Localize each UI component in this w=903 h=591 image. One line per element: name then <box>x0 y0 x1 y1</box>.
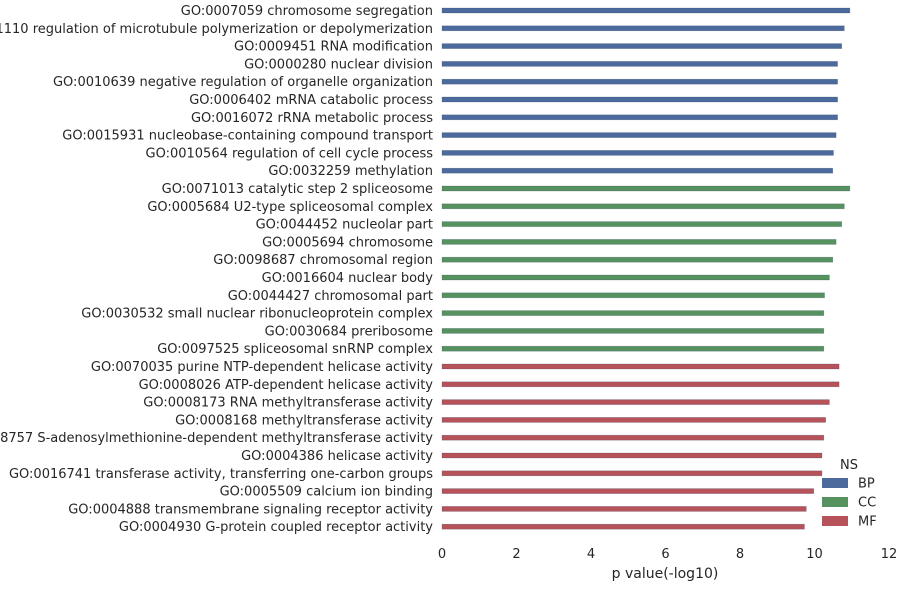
bar-mf-27 <box>441 488 815 494</box>
category-label: GO:0097525 spliceosomal snRNP complex <box>157 342 433 357</box>
bar-mf-20 <box>441 363 840 370</box>
bar-bp-9 <box>441 167 834 174</box>
bar-bp-2 <box>441 43 842 49</box>
category-label: GO:0030532 small nuclear ribonucleoprote… <box>81 307 433 322</box>
category-label: GO:0030684 preribosome <box>265 324 433 339</box>
bar-bp-6 <box>441 114 838 121</box>
x-tick-label: 6 <box>661 547 669 562</box>
category-label: GO:0071013 catalytic step 2 spliceosome <box>162 182 433 197</box>
bar-cc-13 <box>441 239 837 245</box>
bar-cc-19 <box>441 345 825 352</box>
bar-bp-1 <box>441 25 845 32</box>
bar-cc-18 <box>441 328 825 334</box>
bar-bp-3 <box>441 61 838 67</box>
bars-layer <box>441 7 851 530</box>
category-label: GO:0016604 nuclear body <box>262 271 434 286</box>
category-label: GO:0016741 transferase activity, transfe… <box>9 467 433 482</box>
category-label: GO:0005684 U2-type spliceosomal complex <box>147 200 433 215</box>
x-tick-label: 2 <box>512 547 520 562</box>
legend-label-bp: BP <box>858 477 875 492</box>
category-label: GO:0070035 purine NTP-dependent helicase… <box>91 360 433 375</box>
category-label: GO:0004888 transmembrane signaling recep… <box>68 502 433 517</box>
bar-mf-23 <box>441 417 826 423</box>
bar-cc-16 <box>441 292 825 299</box>
x-tick-label: 4 <box>587 547 595 562</box>
category-label: GO:0008026 ATP-dependent helicase activi… <box>139 378 434 393</box>
category-label: GO:0032259 methylation <box>268 164 433 179</box>
x-tick-label: 0 <box>438 547 446 562</box>
category-label: GO:0098687 chromosomal region <box>213 253 433 268</box>
category-label: GO:0015931 nucleobase-containing compoun… <box>62 129 433 144</box>
x-tick-label: 8 <box>736 547 744 562</box>
bar-cc-12 <box>441 221 842 227</box>
bar-mf-28 <box>441 506 807 512</box>
legend-swatch-cc <box>822 497 848 507</box>
category-label: GO:0016072 rRNA metabolic process <box>191 111 433 126</box>
legend-swatch-bp <box>822 478 848 488</box>
bar-mf-21 <box>441 381 840 388</box>
category-label: GO:0005694 chromosome <box>262 235 433 250</box>
bar-bp-4 <box>441 78 838 85</box>
bar-bp-8 <box>441 150 834 156</box>
category-label: GO:0006402 mRNA catabolic process <box>189 93 433 108</box>
x-tick-label: 10 <box>806 547 823 562</box>
bar-bp-5 <box>441 96 838 103</box>
legend-title: NS <box>840 458 858 473</box>
x-axis: 0 2 4 6 8 10 12 <box>438 547 897 562</box>
bar-mf-22 <box>441 399 830 405</box>
legend-label-mf: MF <box>858 515 877 530</box>
bar-cc-11 <box>441 203 845 210</box>
category-label: GO:0008757 S-adenosylmethionine-dependen… <box>0 431 433 446</box>
bar-cc-14 <box>441 256 834 263</box>
bar-mf-26 <box>441 470 823 477</box>
legend-swatch-mf <box>822 516 848 526</box>
category-label: GO:0010564 regulation of cell cycle proc… <box>146 146 434 161</box>
category-label: GO:0005509 calcium ion binding <box>220 485 433 500</box>
category-label: GO:0010639 negative regulation of organe… <box>53 75 433 90</box>
category-label: GO:0000280 nuclear division <box>244 57 433 72</box>
category-labels: GO:0007059 chromosome segregation GO:0031… <box>0 4 433 535</box>
category-label: GO:0007059 chromosome segregation <box>181 4 433 19</box>
bar-cc-15 <box>441 274 830 281</box>
category-label: GO:0031110 regulation of microtubule pol… <box>0 22 433 37</box>
category-label: GO:0004386 helicase activity <box>241 449 433 464</box>
bar-cc-10 <box>441 185 851 192</box>
category-label: GO:0008168 methyltransferase activity <box>175 413 433 428</box>
category-label: GO:0008173 RNA methyltransferase activit… <box>143 396 433 411</box>
x-tick-label: 12 <box>881 547 898 562</box>
bar-mf-29 <box>441 523 805 530</box>
category-label: GO:0044427 chromosomal part <box>228 289 433 304</box>
bar-bp-0 <box>441 7 851 14</box>
category-label: GO:0009451 RNA modification <box>234 40 433 55</box>
legend: NS BP CC MF <box>822 458 877 530</box>
bar-bp-7 <box>441 132 837 138</box>
bar-mf-25 <box>441 452 823 459</box>
x-axis-label: p value(-log10) <box>612 566 719 582</box>
category-label: GO:0004930 G-protein coupled receptor ac… <box>119 520 433 535</box>
legend-label-cc: CC <box>858 496 876 511</box>
bar-mf-24 <box>441 434 825 441</box>
bar-cc-17 <box>441 310 825 316</box>
category-label: GO:0044452 nucleolar part <box>256 218 433 233</box>
